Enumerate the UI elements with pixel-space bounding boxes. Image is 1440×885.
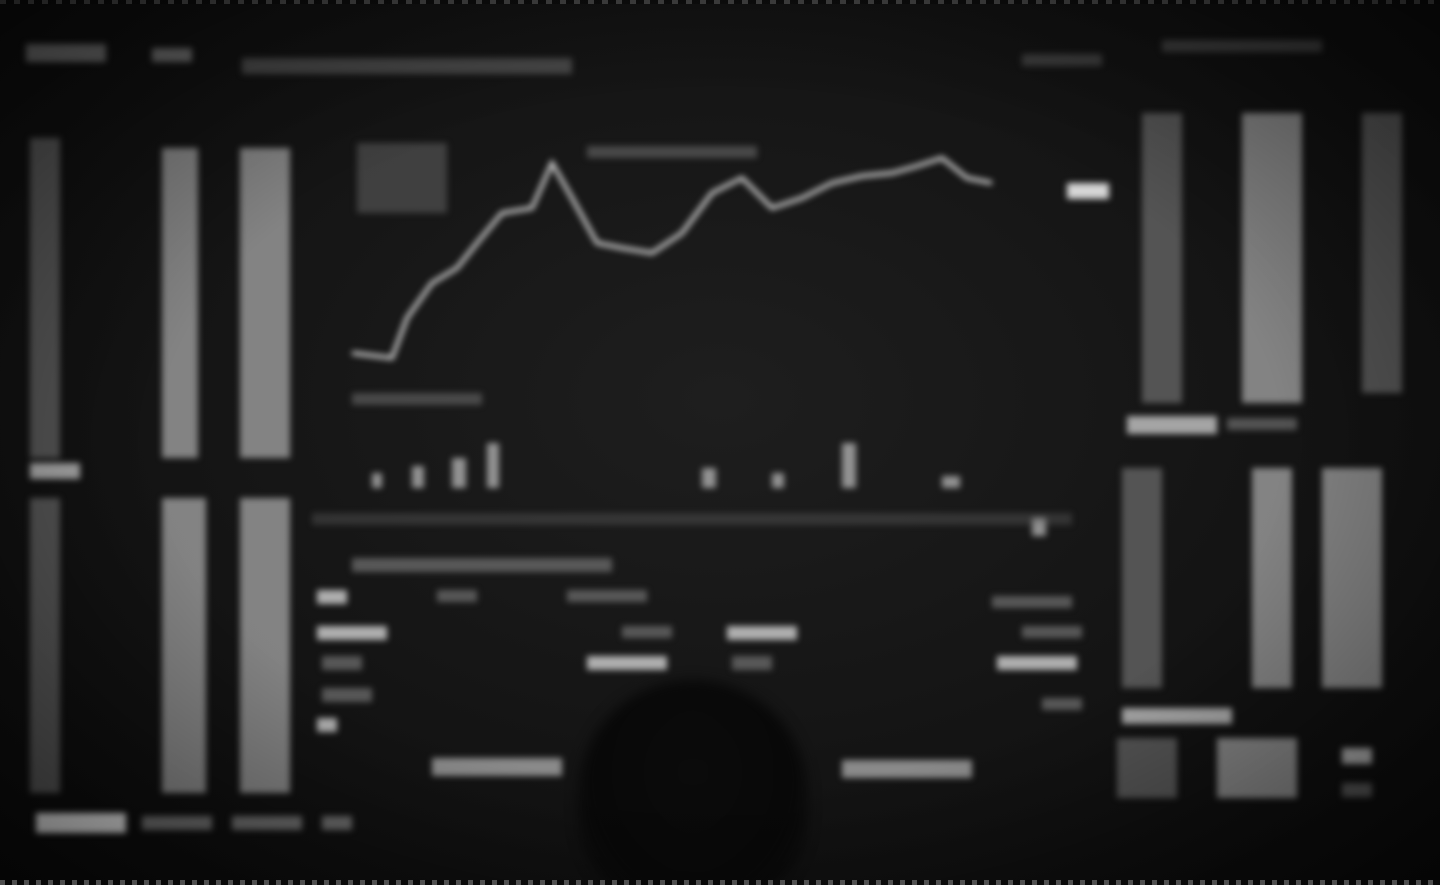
- price-line: [351, 155, 993, 361]
- blurred-tab: [36, 813, 126, 833]
- left-order-book: [30, 138, 290, 793]
- blurred-tab: [142, 816, 212, 830]
- blurred-tab: [322, 816, 352, 830]
- blurred-chart-legend: [587, 146, 757, 158]
- blurred-top-label: [242, 58, 572, 74]
- blurred-top-label: [1022, 54, 1102, 66]
- blurred-top-label: [1162, 40, 1322, 52]
- blurred-x-axis: [312, 513, 1072, 525]
- blurred-price-tag: [1067, 183, 1109, 199]
- top-edge-strip: [0, 0, 1440, 4]
- blurred-top-label: [26, 44, 106, 62]
- blurred-tab: [232, 816, 302, 830]
- blurred-chart-legend: [352, 393, 482, 405]
- blurred-top-label: [152, 48, 192, 62]
- blurred-chart-legend: [357, 143, 447, 213]
- right-trade-history: [1117, 113, 1402, 798]
- bottom-edge-strip: [0, 880, 1440, 885]
